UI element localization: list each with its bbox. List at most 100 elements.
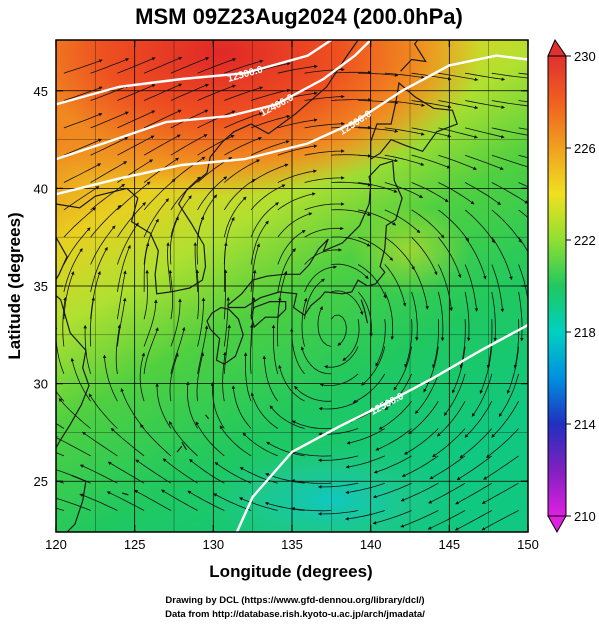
streamline [170, 156, 206, 183]
streamline [189, 459, 225, 484]
streamline [262, 355, 279, 402]
streamline [481, 510, 519, 531]
streamline [491, 127, 528, 138]
x-tick-label: 120 [45, 537, 67, 552]
streamline [438, 154, 477, 170]
streamline [291, 506, 332, 512]
streamline [223, 324, 231, 374]
colorbar-tick-label: 222 [574, 233, 596, 248]
streamline [197, 194, 218, 238]
streamline [411, 236, 438, 276]
streamline [117, 84, 156, 101]
streamline [346, 428, 386, 445]
streamline [411, 291, 419, 341]
streamline [243, 352, 252, 402]
streamline [277, 169, 317, 183]
colorbar: 230 226 222 218 214 210 [547, 38, 596, 534]
streamline [102, 354, 118, 402]
streamline [250, 62, 291, 74]
streamline [455, 482, 493, 505]
streamline [411, 127, 452, 138]
streamline [139, 423, 172, 457]
streamline [352, 373, 386, 403]
streamline [277, 212, 313, 238]
colorbar-tick-label: 210 [574, 509, 596, 524]
streamline [242, 432, 278, 457]
streamline [486, 428, 519, 458]
streamline [491, 209, 522, 243]
streamline [331, 181, 372, 187]
streamline [342, 319, 360, 361]
streamline [120, 388, 145, 429]
streamline [250, 140, 290, 156]
streamline [498, 373, 519, 417]
coastline [176, 445, 183, 453]
streamline [143, 242, 150, 292]
streamline [518, 209, 528, 219]
streamline [331, 314, 347, 346]
streamline [271, 324, 279, 375]
streamline [331, 209, 372, 217]
wind-streamlines [56, 56, 528, 531]
streamline [289, 328, 305, 375]
streamline [518, 100, 528, 103]
streamline [143, 109, 182, 129]
streamline [357, 264, 387, 299]
streamline [375, 428, 412, 451]
streamline [117, 297, 127, 347]
streamline [277, 144, 318, 156]
streamline [304, 176, 345, 183]
streamline [465, 127, 505, 139]
streamline [63, 86, 103, 101]
colorbar-tick-label: 214 [574, 417, 596, 432]
streamline [465, 72, 506, 81]
streamline [357, 291, 374, 337]
streamline [384, 264, 407, 307]
streamline [277, 230, 306, 265]
streamline [454, 510, 492, 531]
streamline [197, 325, 209, 374]
streamline [465, 100, 506, 109]
y-tick-label: 25 [34, 474, 48, 489]
streamline [277, 270, 288, 320]
streamline [223, 196, 247, 238]
streamline [438, 100, 479, 110]
streamline [345, 455, 385, 469]
streamline [56, 452, 65, 457]
streamline [117, 244, 131, 292]
streamline [134, 489, 172, 511]
streamline [408, 400, 439, 435]
streamline [357, 236, 394, 261]
streamline [90, 58, 130, 74]
streamline [250, 184, 286, 211]
streamline [331, 263, 369, 279]
streamline [277, 192, 316, 211]
streamline [197, 84, 236, 101]
streamline [317, 306, 332, 347]
streamline [384, 236, 415, 271]
streamline [223, 296, 230, 347]
x-tick-label: 145 [438, 537, 460, 552]
streamline [518, 72, 528, 75]
streamline [169, 216, 179, 265]
streamline [411, 154, 451, 169]
streamline [491, 264, 505, 313]
streamline [83, 324, 91, 375]
streamline [518, 182, 528, 188]
streamline [250, 243, 260, 292]
streamline [187, 490, 225, 511]
colorbar-tick-label: 218 [574, 325, 596, 340]
streamline [443, 373, 466, 416]
streamline [411, 209, 445, 239]
streamline [304, 202, 345, 211]
streamline [115, 324, 122, 374]
coastline [56, 236, 90, 450]
streamline [513, 319, 520, 369]
streamline [491, 291, 497, 342]
streamline [317, 510, 359, 516]
streamline [384, 182, 424, 198]
streamline [62, 296, 67, 347]
streamline [518, 154, 528, 159]
streamline [56, 436, 91, 457]
streamline [436, 400, 466, 437]
